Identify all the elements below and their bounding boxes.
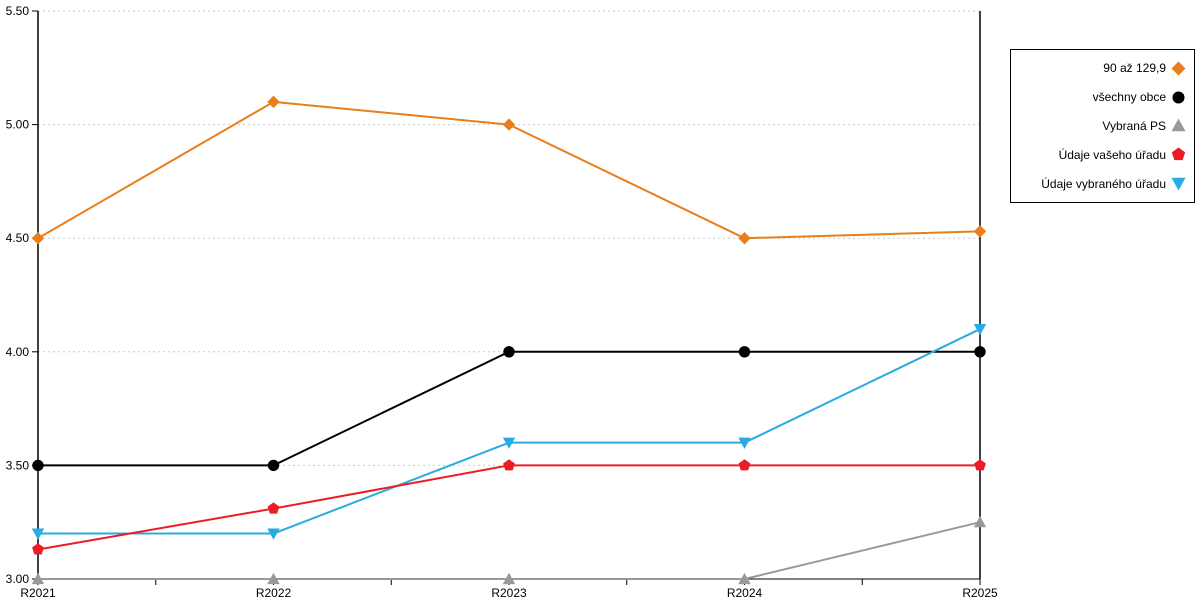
x-axis-label: R2024 bbox=[727, 586, 763, 600]
diamond-marker-icon bbox=[502, 118, 516, 131]
legend-item: Údaje vybraného úřadu bbox=[1015, 176, 1186, 191]
triangle-down-marker-icon bbox=[973, 323, 987, 336]
triangle-down-marker-icon bbox=[267, 528, 280, 540]
diamond-marker-icon bbox=[31, 232, 45, 245]
circle-marker-icon bbox=[738, 346, 751, 358]
triangle-up-marker-icon bbox=[973, 516, 987, 528]
triangle-up-marker-icon bbox=[502, 572, 516, 585]
legend-label: všechny obce bbox=[1092, 90, 1166, 105]
x-axis-label: R2025 bbox=[962, 586, 998, 600]
diamond-marker-icon bbox=[738, 232, 751, 245]
legend-label: Údaje vybraného úřadu bbox=[1041, 176, 1166, 191]
legend-label: Vybraná PS bbox=[1102, 118, 1166, 133]
legend-item: Údaje vašeho úřadu bbox=[1015, 147, 1186, 162]
legend-item: 90 až 129,9 bbox=[1015, 61, 1186, 76]
circle-marker-icon bbox=[1171, 90, 1186, 105]
x-axis-label: R2022 bbox=[256, 586, 292, 600]
y-axis-label: 3.50 bbox=[6, 458, 30, 472]
circle-marker-icon bbox=[503, 346, 515, 358]
triangle-down-marker-icon bbox=[502, 437, 516, 449]
series-line bbox=[38, 328, 981, 535]
pentagon-marker-icon bbox=[503, 459, 515, 471]
y-axis-label: 4.00 bbox=[6, 345, 30, 359]
y-axis-label: 4.50 bbox=[6, 231, 30, 245]
triangle-down-marker-icon bbox=[1171, 176, 1186, 191]
pentagon-marker-icon bbox=[738, 459, 751, 471]
diamond-marker-icon bbox=[973, 225, 987, 238]
legend-label: Údaje vašeho úřadu bbox=[1058, 147, 1166, 162]
triangle-up-marker-icon bbox=[267, 572, 280, 585]
diamond-marker-icon bbox=[1171, 61, 1186, 76]
pentagon-marker-icon bbox=[974, 459, 986, 471]
circle-marker-icon bbox=[267, 459, 280, 472]
legend-item: všechny obce bbox=[1015, 90, 1186, 105]
diamond-marker-icon bbox=[267, 95, 280, 109]
legend-item: Vybraná PS bbox=[1015, 118, 1186, 133]
pentagon-marker-icon bbox=[267, 502, 280, 514]
circle-marker-icon bbox=[974, 346, 986, 358]
pentagon-marker-icon bbox=[1171, 147, 1186, 162]
x-axis-label: R2021 bbox=[20, 586, 56, 600]
legend: 90 až 129,9 všechny obce Vybraná PS Údaj… bbox=[1010, 49, 1195, 203]
series-line bbox=[37, 464, 980, 551]
triangle-up-marker-icon bbox=[31, 572, 45, 585]
triangle-up-marker-icon bbox=[738, 572, 751, 585]
pentagon-marker-icon bbox=[32, 543, 44, 555]
y-axis-label: 3.00 bbox=[6, 572, 30, 586]
legend-label: 90 až 129,9 bbox=[1103, 61, 1166, 76]
circle-marker-icon bbox=[32, 459, 44, 472]
y-axis-label: 5.50 bbox=[6, 4, 30, 18]
triangle-down-marker-icon bbox=[31, 528, 45, 540]
y-axis-label: 5.00 bbox=[6, 118, 30, 132]
triangle-up-marker-icon bbox=[1171, 118, 1186, 133]
x-axis-label: R2023 bbox=[491, 586, 527, 600]
triangle-down-marker-icon bbox=[738, 437, 751, 449]
series-line bbox=[38, 521, 981, 580]
